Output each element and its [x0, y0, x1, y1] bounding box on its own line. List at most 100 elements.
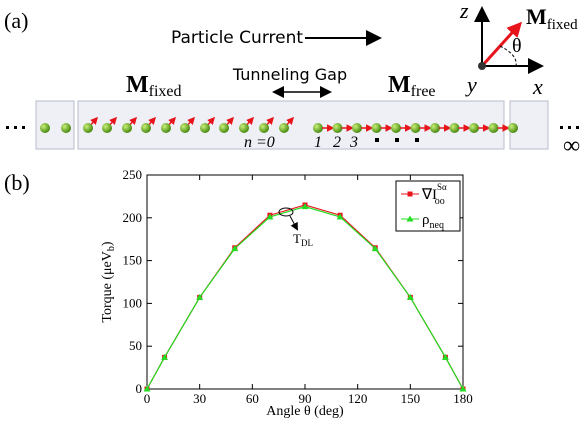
ellipsis-dot	[395, 138, 399, 142]
atom	[430, 123, 440, 133]
y-title-end: )	[100, 241, 115, 246]
site-zero: n =0	[244, 134, 275, 151]
z-label: z	[459, 0, 469, 23]
atom	[449, 123, 460, 133]
x-tick-label: 150	[401, 391, 421, 406]
atom	[259, 123, 269, 133]
atom	[332, 123, 343, 133]
marker	[459, 385, 467, 392]
legend-label: ρneq	[422, 212, 444, 231]
y-tick-label: 50	[129, 338, 142, 353]
marker	[371, 245, 379, 252]
y-tick-label: 0	[136, 381, 143, 396]
legend-name: ∇I	[421, 187, 437, 203]
panel-label: (b)	[4, 170, 30, 195]
y-title-sub: b	[106, 246, 117, 251]
ellipsis-dot	[375, 138, 379, 142]
marker	[336, 213, 344, 220]
atom	[61, 123, 71, 133]
x-tick-label: 120	[348, 391, 368, 406]
atom	[239, 123, 249, 133]
atom	[391, 123, 401, 133]
atom	[180, 123, 190, 133]
ellipsis-dot	[415, 138, 419, 142]
site: 2	[333, 134, 341, 151]
m-sub: free	[411, 83, 436, 100]
marker	[143, 385, 151, 392]
annotation-main: T	[293, 231, 301, 246]
x-label: x	[532, 74, 543, 99]
y-tick-label: 100	[123, 295, 143, 310]
schematic	[6, 6, 579, 150]
site: 3	[349, 134, 358, 151]
origin	[478, 62, 486, 70]
annotation-sub: DL	[301, 238, 313, 248]
series-line	[146, 204, 464, 390]
atom	[508, 123, 518, 133]
gap-label: Tunneling Gap	[232, 65, 347, 84]
x-tick-label: 0	[144, 391, 151, 406]
marker	[196, 293, 204, 300]
legend-name: ρ	[422, 212, 430, 228]
m-sub: fixed	[149, 83, 182, 100]
m-free: Mfree	[388, 72, 436, 100]
m-symbol: M	[126, 72, 149, 98]
m-fixed: Mfixed	[126, 72, 182, 100]
series-line	[146, 206, 464, 390]
atom	[141, 123, 151, 133]
atom	[40, 123, 50, 133]
current-label: Particle Current	[171, 28, 303, 48]
marker	[407, 191, 413, 197]
ellipsis-dot	[22, 126, 25, 129]
atom	[313, 123, 323, 133]
atom	[469, 123, 479, 133]
ellipsis-dot	[568, 126, 571, 129]
legend-box	[395, 180, 461, 232]
legend-label: ∇ISα oo	[421, 182, 447, 207]
wire-box	[77, 100, 505, 150]
marker	[161, 353, 169, 360]
ellipsis-dot	[576, 126, 579, 129]
panel-label: (a)	[4, 8, 28, 33]
theta-label: θ	[512, 35, 522, 57]
atom	[410, 123, 421, 133]
site: 1	[314, 134, 322, 151]
ellipsis-dot	[6, 126, 9, 129]
m-axis-label: Mfixed	[526, 4, 578, 33]
atom	[161, 123, 171, 133]
atom	[200, 123, 210, 133]
legend-sub: oo	[435, 196, 445, 207]
marker	[406, 293, 414, 300]
atom	[279, 123, 289, 133]
marker	[266, 213, 274, 220]
marker	[406, 215, 414, 222]
legend-sub: neq	[430, 220, 444, 231]
y-tick-label: 250	[123, 167, 143, 182]
y-title-main: Torque (μeV	[100, 251, 115, 322]
annotation-ellipse	[278, 207, 294, 217]
legend-sup: Sα	[437, 182, 447, 192]
m-vector	[480, 21, 523, 68]
atom	[219, 123, 229, 133]
m-sub: fixed	[547, 17, 578, 33]
atom	[83, 123, 93, 133]
ellipsis-dot	[14, 126, 17, 129]
y-tick-label: 200	[123, 210, 143, 225]
angle-arc	[499, 45, 517, 67]
marker	[231, 245, 239, 252]
x-tick-label: 90	[299, 391, 312, 406]
annotation-arrow	[289, 215, 298, 231]
atom	[488, 123, 499, 133]
x-tick-label: 60	[246, 391, 259, 406]
x-axis-title: Angle θ (deg)	[266, 404, 344, 419]
atom	[371, 123, 382, 133]
marker	[301, 203, 309, 210]
ellipsis-dot	[560, 126, 563, 129]
x-tick-label: 180	[453, 391, 473, 406]
y-tick-label: 150	[123, 253, 143, 268]
atom	[122, 123, 132, 133]
m-symbol: M	[388, 72, 411, 98]
infinity: ∞	[563, 133, 580, 159]
atom	[102, 123, 112, 133]
